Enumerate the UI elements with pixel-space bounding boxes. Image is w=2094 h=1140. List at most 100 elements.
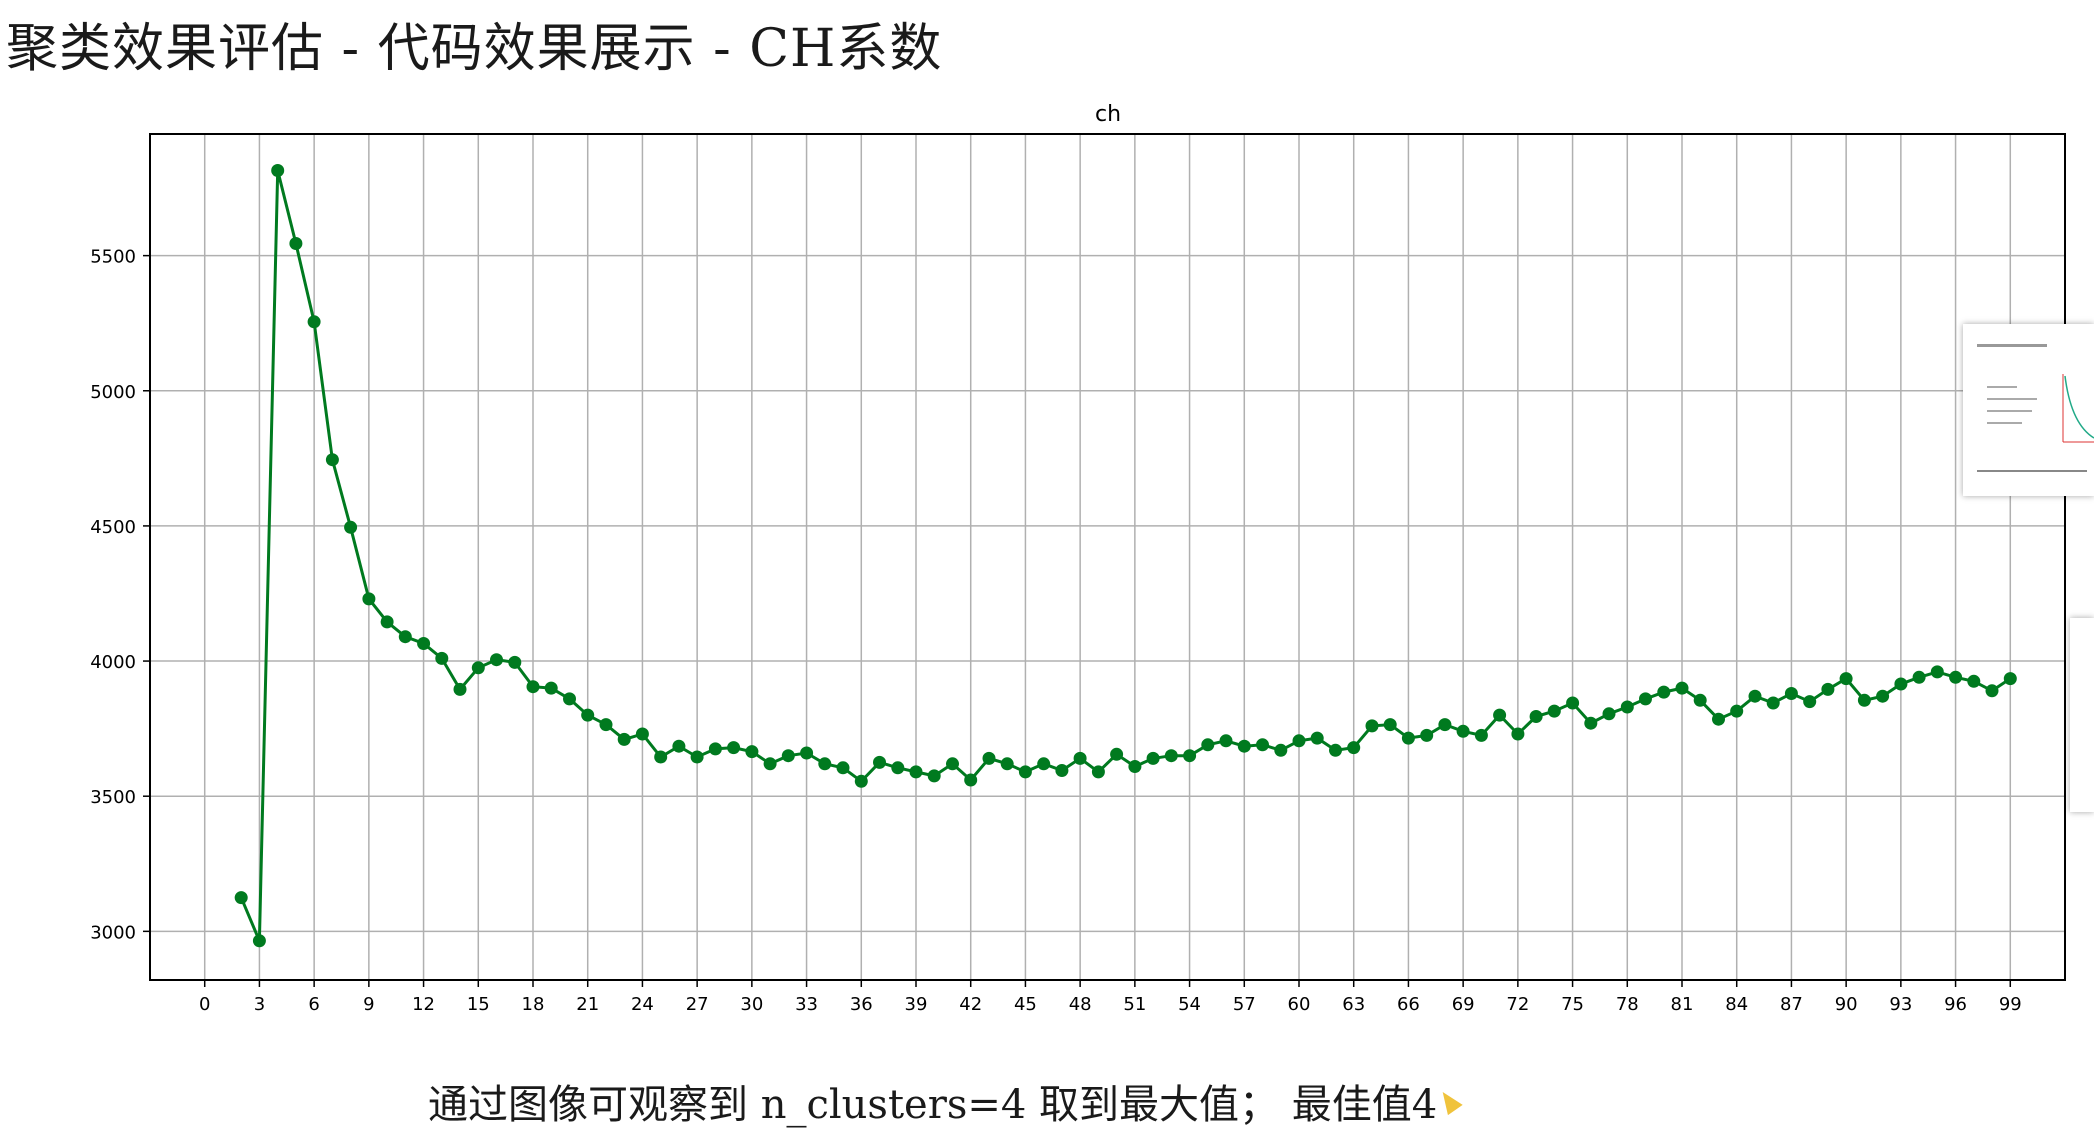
data-point xyxy=(307,315,321,329)
data-point xyxy=(781,749,795,763)
data-point xyxy=(1018,765,1032,779)
data-point xyxy=(1456,724,1470,738)
data-point xyxy=(1256,738,1269,752)
data-point xyxy=(818,757,832,771)
data-point xyxy=(1584,716,1598,730)
data-point xyxy=(1146,751,1160,765)
data-point xyxy=(1110,747,1124,761)
x-tick-label: 30 xyxy=(740,994,763,1015)
data-point xyxy=(836,761,850,775)
data-point xyxy=(1383,718,1397,732)
y-tick-label: 4000 xyxy=(90,652,136,673)
data-point xyxy=(1566,696,1580,710)
data-point xyxy=(325,453,339,467)
data-point xyxy=(1420,728,1434,742)
data-point xyxy=(1967,674,1981,688)
data-point xyxy=(344,520,358,534)
x-tick-label: 33 xyxy=(795,994,818,1015)
data-point xyxy=(891,761,905,775)
data-point xyxy=(1310,731,1324,745)
data-point xyxy=(1493,708,1507,722)
x-tick-label: 54 xyxy=(1178,994,1201,1015)
data-point xyxy=(654,750,668,764)
data-point xyxy=(1693,693,1707,707)
data-point xyxy=(252,934,266,948)
x-tick-label: 75 xyxy=(1561,994,1584,1015)
x-tick-label: 63 xyxy=(1342,994,1365,1015)
x-tick-label: 0 xyxy=(199,994,210,1015)
data-point xyxy=(1511,727,1525,741)
data-point xyxy=(1365,719,1379,733)
x-tick-label: 24 xyxy=(631,994,654,1015)
data-point xyxy=(617,732,631,746)
x-tick-label: 39 xyxy=(905,994,928,1015)
data-point xyxy=(1201,738,1215,752)
slide-thumbnail-sse[interactable] xyxy=(1963,324,2094,496)
data-point xyxy=(599,718,613,732)
data-point xyxy=(708,742,722,756)
y-tick-label: 3000 xyxy=(90,922,136,943)
data-point xyxy=(1803,695,1817,709)
x-tick-label: 12 xyxy=(412,994,435,1015)
data-point xyxy=(1821,682,1835,696)
data-point xyxy=(1219,734,1233,748)
chart-grid xyxy=(150,134,2065,980)
x-tick-label: 45 xyxy=(1014,994,1037,1015)
data-point xyxy=(927,769,941,783)
data-point xyxy=(964,773,978,787)
data-point xyxy=(471,661,485,675)
x-tick-label: 15 xyxy=(467,994,490,1015)
data-point xyxy=(1876,689,1890,703)
data-point xyxy=(1894,677,1908,691)
data-point xyxy=(909,765,923,779)
y-tick-label: 5500 xyxy=(90,247,136,268)
data-point xyxy=(745,745,759,759)
data-point xyxy=(800,746,814,760)
x-tick-label: 18 xyxy=(522,994,545,1015)
data-point xyxy=(526,680,540,694)
data-point xyxy=(672,739,686,753)
y-tick-label: 5000 xyxy=(90,382,136,403)
data-point xyxy=(1000,757,1014,771)
data-point xyxy=(1766,696,1780,710)
data-point xyxy=(1274,743,1288,757)
x-tick-label: 6 xyxy=(308,994,319,1015)
data-point xyxy=(1912,670,1926,684)
data-point xyxy=(727,741,741,755)
data-point xyxy=(1639,692,1652,706)
plot-frame xyxy=(149,133,2066,981)
data-point xyxy=(1037,757,1051,771)
slide-thumbnail-blank[interactable] xyxy=(2070,618,2094,812)
data-point xyxy=(1949,670,1963,684)
data-point xyxy=(1857,693,1871,707)
data-point xyxy=(982,751,996,765)
x-tick-label: 78 xyxy=(1616,994,1639,1015)
x-tick-label: 27 xyxy=(686,994,709,1015)
data-point xyxy=(1347,741,1361,755)
data-point xyxy=(380,615,394,629)
x-tick-label: 99 xyxy=(1999,994,2022,1015)
data-point xyxy=(544,681,558,695)
ch-series-line xyxy=(239,170,2012,942)
data-point xyxy=(417,637,431,650)
data-point xyxy=(1839,672,1853,686)
sse-formula-thumbnail-icon xyxy=(1977,344,2094,472)
data-point xyxy=(1547,704,1561,718)
x-tick-label: 60 xyxy=(1288,994,1311,1015)
x-tick-label: 48 xyxy=(1069,994,1092,1015)
data-point xyxy=(854,774,868,788)
ch-series-points xyxy=(234,164,2017,948)
data-point xyxy=(1748,689,1762,703)
x-tick-label: 9 xyxy=(363,994,374,1015)
data-point xyxy=(1675,681,1689,695)
data-point xyxy=(1657,685,1671,699)
data-point xyxy=(2003,672,2017,686)
x-tick-label: 87 xyxy=(1780,994,1803,1015)
data-point xyxy=(1329,743,1342,757)
data-point xyxy=(1164,749,1178,763)
slide-title: 聚类效果评估 - 代码效果展示 - CH系数 xyxy=(6,19,943,79)
data-point xyxy=(508,655,522,669)
x-tick-label: 93 xyxy=(1889,994,1912,1015)
x-tick-label: 51 xyxy=(1123,994,1146,1015)
data-point xyxy=(1712,712,1725,726)
